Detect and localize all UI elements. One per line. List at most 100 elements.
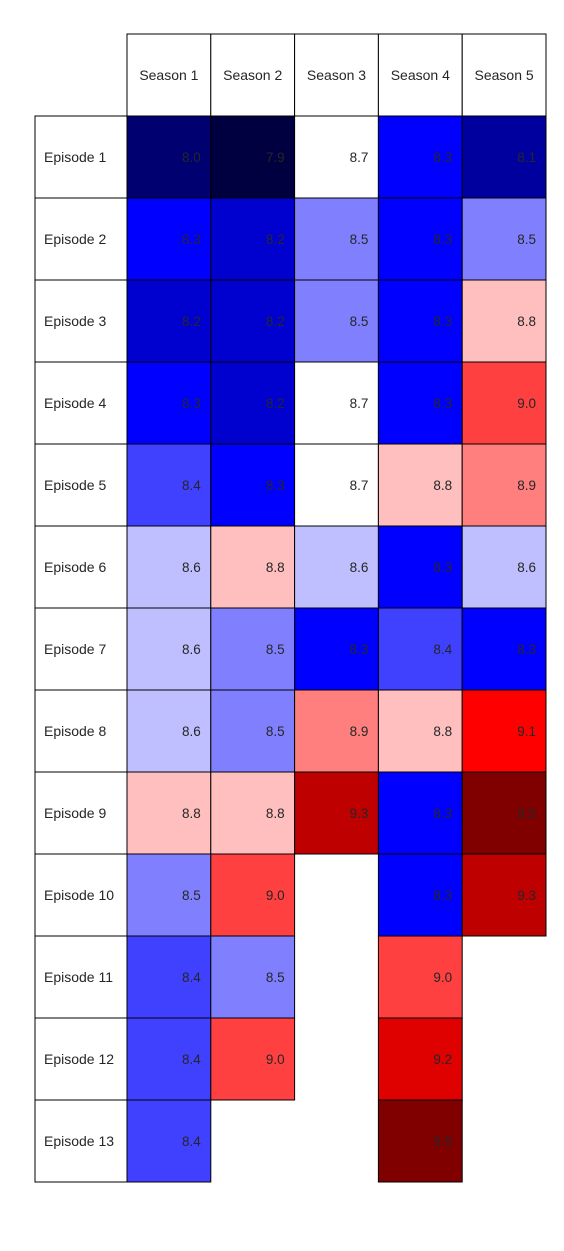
heatmap-cell bbox=[210, 115, 296, 199]
heatmap-cell-value: 8.2 bbox=[182, 314, 201, 329]
row-label: Episode 2 bbox=[44, 231, 106, 247]
heatmap-cell-value: 8.5 bbox=[182, 888, 201, 903]
row-label-box bbox=[34, 689, 128, 773]
heatmap-cell-value: 9.5 bbox=[433, 1134, 452, 1149]
heatmap-cell-value: 8.5 bbox=[517, 232, 536, 247]
heatmap-cell bbox=[461, 525, 547, 609]
heatmap-cell-value: 8.5 bbox=[266, 970, 285, 985]
heatmap-cell-value: 9.0 bbox=[517, 396, 536, 411]
heatmap-cell-value: 9.2 bbox=[433, 1052, 452, 1067]
heatmap-cell bbox=[294, 771, 379, 855]
heatmap-cell-value: 8.3 bbox=[433, 806, 452, 821]
row-label: Episode 12 bbox=[44, 1051, 114, 1067]
heatmap-cell bbox=[210, 443, 296, 527]
heatmap-cell-value: 8.3 bbox=[182, 232, 201, 247]
heatmap-cell bbox=[126, 279, 212, 363]
heatmap-cell-value: 9.0 bbox=[433, 970, 452, 985]
heatmap-cell-value: 9.0 bbox=[266, 1052, 285, 1067]
row-label: Episode 13 bbox=[44, 1133, 114, 1149]
heatmap-cell-value: 8.3 bbox=[517, 642, 536, 657]
heatmap-cell-value: 8.4 bbox=[182, 970, 201, 985]
heatmap-cell-value: 8.4 bbox=[433, 642, 452, 657]
heatmap-cell-value: 8.2 bbox=[266, 396, 285, 411]
heatmap-cell-value: 8.8 bbox=[517, 314, 536, 329]
heatmap-cell bbox=[377, 115, 463, 199]
heatmap-cell-value: 8.2 bbox=[266, 314, 285, 329]
heatmap-cell bbox=[461, 279, 547, 363]
heatmap-cell bbox=[210, 607, 296, 691]
heatmap-cell-value: 9.5 bbox=[517, 806, 536, 821]
heatmap-cell-value: 8.3 bbox=[350, 642, 369, 657]
row-label-group: Episode 1 Episode 2 Episode 3 Episode 4 Epis… bbox=[34, 115, 128, 1183]
heatmap-cell-value: 8.3 bbox=[433, 888, 452, 903]
heatmap-cell-value: 8.8 bbox=[266, 806, 285, 821]
heatmap-cell-value: 8.3 bbox=[182, 396, 201, 411]
heatmap-cell bbox=[377, 197, 463, 281]
column-header-label: Season 4 bbox=[391, 67, 450, 83]
row-label-box bbox=[34, 771, 128, 855]
row-label-box bbox=[34, 935, 128, 1019]
heatmap-cell-value: 8.6 bbox=[182, 724, 201, 739]
heatmap-cell bbox=[461, 607, 547, 691]
row-label: Episode 3 bbox=[44, 313, 106, 329]
heatmap-cell-value: 8.1 bbox=[517, 150, 536, 165]
heatmap-cell bbox=[461, 361, 547, 445]
heatmap-cell-value: 8.9 bbox=[350, 724, 369, 739]
heatmap-cell-value: 8.9 bbox=[517, 478, 536, 493]
row-label-box bbox=[34, 607, 128, 691]
heatmap-cell bbox=[377, 935, 463, 1019]
heatmap-cell-value: 8.8 bbox=[433, 724, 452, 739]
heatmap-cell bbox=[126, 443, 212, 527]
heatmap-cell-value: 8.8 bbox=[433, 478, 452, 493]
heatmap-cell bbox=[461, 115, 547, 199]
heatmap-cell-value: 8.3 bbox=[433, 396, 452, 411]
heatmap-cell bbox=[126, 771, 212, 855]
column-header-box bbox=[210, 33, 296, 117]
heatmap-cell-value: 8.3 bbox=[433, 560, 452, 575]
heatmap-cell-value: 8.5 bbox=[350, 314, 369, 329]
heatmap-cell bbox=[126, 607, 212, 691]
heatmap-cell bbox=[210, 935, 296, 1019]
heatmap-cell bbox=[210, 197, 296, 281]
heatmap-cell bbox=[210, 361, 296, 445]
heatmap-cell bbox=[461, 197, 547, 281]
heatmap-cell-value: 8.6 bbox=[182, 642, 201, 657]
heatmap-cell-value: 9.3 bbox=[350, 806, 369, 821]
heatmap-cell-value: 8.7 bbox=[350, 396, 369, 411]
heatmap-cell-value: 9.0 bbox=[266, 888, 285, 903]
heatmap-cell bbox=[210, 1017, 296, 1101]
heatmap-cell bbox=[294, 361, 379, 445]
heatmap-cell bbox=[126, 115, 212, 199]
heatmap-cell bbox=[126, 935, 212, 1019]
row-label: Episode 11 bbox=[44, 969, 113, 985]
heatmap-cell bbox=[377, 361, 463, 445]
column-header-label: Season 2 bbox=[223, 67, 282, 83]
heatmap-cell-value: 7.9 bbox=[266, 150, 285, 165]
column-header-label: Season 1 bbox=[139, 67, 198, 83]
row-label: Episode 7 bbox=[44, 641, 106, 657]
row-label-box bbox=[34, 279, 128, 363]
heatmap-cell-value: 8.5 bbox=[350, 232, 369, 247]
heatmap-cell bbox=[377, 853, 463, 937]
column-header-label: Season 5 bbox=[475, 67, 534, 83]
row-label: Episode 1 bbox=[44, 149, 106, 165]
heatmap-cell-value: 8.7 bbox=[350, 478, 369, 493]
heatmap-cell-value: 8.2 bbox=[266, 232, 285, 247]
heatmap-cell bbox=[377, 443, 463, 527]
row-label-box bbox=[34, 1099, 128, 1183]
heatmap-cell-value: 8.3 bbox=[433, 150, 452, 165]
column-header-group: Season 1 Season 2 Season 3 Season 4 Season 5 bbox=[126, 33, 547, 117]
heatmap-cell bbox=[461, 443, 547, 527]
heatmap-cell-value: 9.1 bbox=[517, 724, 536, 739]
row-label: Episode 6 bbox=[44, 559, 106, 575]
column-header-box bbox=[377, 33, 463, 117]
row-label-box bbox=[34, 115, 128, 199]
heatmap-cell bbox=[126, 689, 212, 773]
row-label: Episode 9 bbox=[44, 805, 106, 821]
heatmap-cell-group: 8.0 7.9 8.7 8.3 8.1 8.3 8.2 8.5 8.3 8.5 8.2 8.2 8.5 8… bbox=[126, 115, 547, 1183]
heatmap-cell-value: 8.8 bbox=[182, 806, 201, 821]
heatmap-cell bbox=[210, 525, 296, 609]
heatmap-cell-value: 8.6 bbox=[517, 560, 536, 575]
heatmap-cell-value: 8.5 bbox=[266, 724, 285, 739]
